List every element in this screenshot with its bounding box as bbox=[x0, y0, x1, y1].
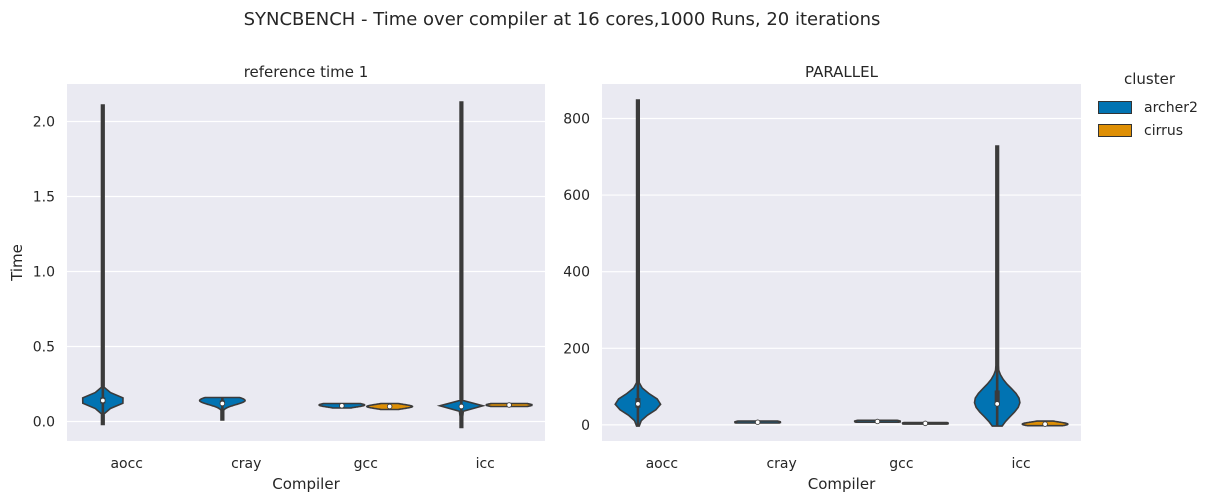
legend: cluster archer2 cirrus bbox=[1098, 70, 1198, 142]
x-tick-label: cray bbox=[766, 456, 796, 472]
y-tick-label: 400 bbox=[563, 265, 590, 281]
figure-title: SYNCBENCH - Time over compiler at 16 cor… bbox=[244, 9, 881, 30]
legend-item-archer2: archer2 bbox=[1098, 96, 1198, 119]
x-tick-label: gcc bbox=[354, 456, 378, 472]
violin-median-marker bbox=[458, 403, 465, 410]
subplot-reference-time: 0.0 0.5 1.0 1.5 2.0 aocc cray gcc icc reference t… bbox=[8, 63, 545, 493]
violin-median-marker bbox=[506, 402, 512, 408]
violin-median-marker bbox=[922, 420, 929, 427]
x-tick-label: icc bbox=[1011, 456, 1030, 472]
violin-median-marker bbox=[386, 403, 393, 410]
subplot-title: reference time 1 bbox=[244, 63, 369, 81]
violin-median-marker bbox=[1042, 421, 1048, 427]
x-tick-label: gcc bbox=[889, 456, 913, 472]
plot-area bbox=[67, 84, 545, 441]
x-tick-label: cray bbox=[231, 456, 261, 472]
y-tick-label: 200 bbox=[563, 341, 590, 357]
violin-median-marker bbox=[339, 403, 345, 409]
y-tick-label: 0 bbox=[581, 418, 590, 434]
x-axis-label: Compiler bbox=[808, 475, 876, 493]
x-tick-label: aocc bbox=[110, 456, 143, 472]
violin-median-marker bbox=[219, 400, 226, 407]
legend-swatch-cirrus bbox=[1098, 124, 1132, 137]
x-tick-label: aocc bbox=[646, 456, 679, 472]
y-tick-label: 1.0 bbox=[33, 265, 55, 281]
legend-swatch-archer2 bbox=[1098, 101, 1132, 114]
y-tick-label: 0.0 bbox=[33, 415, 55, 431]
violin-median-marker bbox=[874, 418, 881, 425]
x-tick-label: icc bbox=[476, 456, 495, 472]
y-tick-label: 600 bbox=[563, 188, 590, 204]
y-tick-label: 0.5 bbox=[33, 340, 55, 356]
violin-median-marker bbox=[100, 397, 106, 404]
subplot-title: PARALLEL bbox=[805, 63, 879, 81]
violin-median-marker bbox=[635, 401, 641, 407]
legend-item-cirrus: cirrus bbox=[1098, 119, 1198, 142]
subplot-parallel: 0 200 400 600 800 aocc cray gcc icc PARALLEL Compi… bbox=[563, 63, 1081, 493]
legend-label-cirrus: cirrus bbox=[1144, 122, 1184, 139]
y-tick-label: 800 bbox=[563, 111, 590, 127]
violin-median-marker bbox=[994, 401, 1000, 407]
y-axis-label: Time bbox=[8, 244, 26, 282]
legend-label-archer2: archer2 bbox=[1144, 99, 1198, 116]
x-axis-label: Compiler bbox=[272, 475, 340, 493]
legend-title: cluster bbox=[1124, 70, 1176, 88]
y-tick-label: 2.0 bbox=[33, 115, 55, 131]
y-tick-label: 1.5 bbox=[33, 190, 55, 206]
violin-median-marker bbox=[754, 419, 761, 425]
